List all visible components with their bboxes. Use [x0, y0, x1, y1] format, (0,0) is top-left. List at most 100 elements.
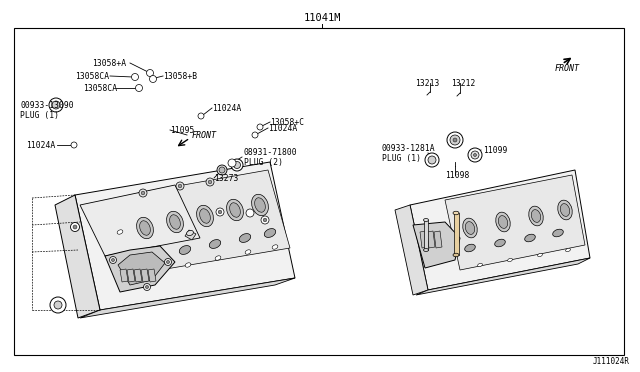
- Circle shape: [425, 153, 439, 167]
- Circle shape: [178, 184, 182, 188]
- Text: 13058CA: 13058CA: [75, 71, 109, 80]
- Circle shape: [471, 151, 479, 159]
- Circle shape: [428, 156, 436, 164]
- Ellipse shape: [424, 248, 429, 251]
- Ellipse shape: [166, 211, 184, 233]
- Ellipse shape: [495, 239, 506, 247]
- Polygon shape: [75, 162, 295, 310]
- Circle shape: [150, 76, 157, 83]
- Circle shape: [143, 283, 150, 291]
- Polygon shape: [454, 213, 459, 255]
- Circle shape: [70, 222, 79, 231]
- Text: 11095: 11095: [170, 125, 195, 135]
- Ellipse shape: [227, 199, 243, 221]
- Circle shape: [447, 132, 463, 148]
- Circle shape: [234, 161, 241, 169]
- Polygon shape: [138, 170, 290, 270]
- Polygon shape: [127, 269, 135, 282]
- Ellipse shape: [140, 221, 150, 235]
- Circle shape: [453, 138, 457, 142]
- Ellipse shape: [499, 216, 508, 228]
- Polygon shape: [141, 269, 149, 282]
- Ellipse shape: [531, 209, 541, 222]
- Ellipse shape: [264, 228, 276, 237]
- Circle shape: [145, 285, 148, 289]
- Circle shape: [131, 74, 138, 80]
- Polygon shape: [416, 258, 590, 295]
- Ellipse shape: [463, 218, 477, 238]
- Text: FRONT: FRONT: [192, 131, 217, 140]
- Circle shape: [474, 154, 477, 157]
- Text: 11099: 11099: [483, 145, 508, 154]
- Polygon shape: [420, 231, 428, 248]
- Ellipse shape: [447, 236, 452, 240]
- Text: 13212: 13212: [451, 78, 476, 87]
- Ellipse shape: [255, 198, 266, 212]
- Ellipse shape: [196, 205, 213, 227]
- Text: J111024R: J111024R: [593, 357, 630, 366]
- Ellipse shape: [245, 250, 251, 254]
- Text: FRONT: FRONT: [555, 64, 580, 73]
- Circle shape: [217, 165, 227, 175]
- Ellipse shape: [230, 203, 241, 217]
- Polygon shape: [105, 246, 175, 292]
- Circle shape: [109, 257, 116, 263]
- Circle shape: [228, 159, 236, 167]
- Text: 08931-71800: 08931-71800: [244, 148, 298, 157]
- Ellipse shape: [200, 209, 211, 223]
- Circle shape: [176, 182, 184, 190]
- Ellipse shape: [185, 263, 191, 267]
- Ellipse shape: [525, 234, 535, 242]
- Text: 13058CA: 13058CA: [83, 83, 117, 93]
- Ellipse shape: [566, 248, 570, 251]
- Ellipse shape: [529, 206, 543, 226]
- Text: 11098: 11098: [445, 170, 469, 180]
- Ellipse shape: [215, 256, 221, 260]
- Circle shape: [231, 159, 243, 171]
- Ellipse shape: [465, 244, 476, 252]
- Circle shape: [50, 297, 66, 313]
- Circle shape: [246, 209, 254, 217]
- Polygon shape: [185, 230, 196, 240]
- Text: 13213: 13213: [415, 78, 440, 87]
- Ellipse shape: [561, 203, 570, 217]
- Circle shape: [216, 208, 224, 216]
- Circle shape: [73, 225, 77, 229]
- Circle shape: [468, 148, 482, 162]
- Ellipse shape: [187, 230, 193, 235]
- Circle shape: [139, 189, 147, 197]
- Circle shape: [164, 259, 172, 266]
- Circle shape: [166, 260, 170, 263]
- Polygon shape: [413, 222, 460, 268]
- Circle shape: [208, 180, 212, 184]
- Text: 13058+B: 13058+B: [163, 71, 197, 80]
- Text: 00933-13090: 00933-13090: [20, 100, 74, 109]
- Ellipse shape: [496, 212, 510, 232]
- Ellipse shape: [155, 268, 161, 272]
- Circle shape: [111, 259, 115, 262]
- Polygon shape: [80, 278, 295, 318]
- Circle shape: [198, 113, 204, 119]
- Ellipse shape: [477, 263, 483, 267]
- Circle shape: [49, 98, 63, 112]
- Polygon shape: [134, 269, 142, 282]
- Circle shape: [206, 178, 214, 186]
- Text: 00933-1281A: 00933-1281A: [382, 144, 436, 153]
- Text: 13273: 13273: [214, 173, 238, 183]
- Polygon shape: [395, 205, 428, 295]
- Polygon shape: [118, 252, 165, 285]
- Ellipse shape: [117, 230, 123, 234]
- Text: 11024A: 11024A: [212, 103, 241, 112]
- Polygon shape: [55, 195, 100, 318]
- Circle shape: [71, 142, 77, 148]
- Polygon shape: [148, 269, 156, 282]
- Ellipse shape: [453, 253, 459, 257]
- Ellipse shape: [179, 246, 191, 254]
- Bar: [14, 28, 624, 355]
- Circle shape: [450, 135, 460, 145]
- Circle shape: [261, 216, 269, 224]
- Circle shape: [147, 70, 154, 77]
- Ellipse shape: [465, 222, 475, 234]
- Ellipse shape: [272, 245, 278, 249]
- Ellipse shape: [252, 194, 268, 216]
